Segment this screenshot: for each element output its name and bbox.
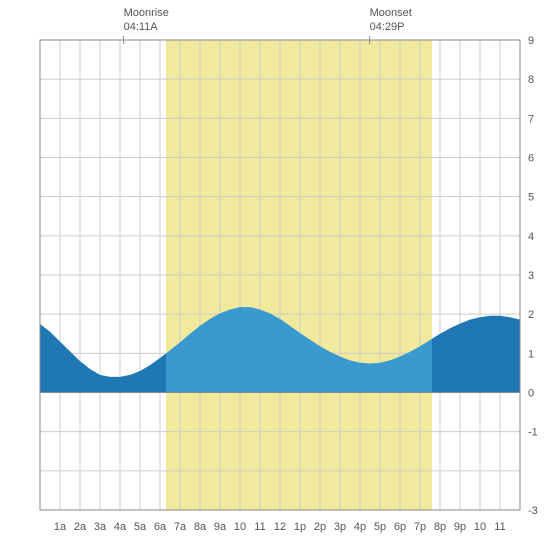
x-tick-label: 10 — [234, 521, 246, 533]
x-tick-label: 11 — [254, 521, 265, 533]
x-tick-label: 5p — [374, 521, 386, 533]
y-tick-label: 8 — [528, 74, 534, 86]
y-tick-label: 2 — [528, 309, 534, 321]
x-tick-label: 11 — [494, 521, 505, 533]
y-tick-label: 6 — [528, 153, 534, 165]
x-tick-label: 8a — [194, 521, 207, 533]
x-tick-label: 8p — [434, 521, 446, 533]
x-tick-label: 1a — [54, 521, 67, 533]
moonrise-time: 04:11A — [124, 21, 159, 33]
x-tick-label: 3p — [334, 521, 346, 533]
x-tick-label: 9a — [214, 521, 227, 533]
moonrise-label: Moonrise — [124, 7, 169, 19]
moonset-time: 04:29P — [370, 21, 405, 33]
x-tick-label: 9p — [454, 521, 466, 533]
x-tick-label: 6a — [154, 521, 167, 533]
x-tick-label: 4p — [354, 521, 366, 533]
chart-svg: -3-101234567891a2a3a4a5a6a7a8a9a1011121p… — [0, 0, 550, 550]
x-tick-label: 3a — [94, 521, 107, 533]
x-tick-label: 10 — [474, 521, 486, 533]
x-tick-label: 2a — [74, 521, 87, 533]
moonset-label: Moonset — [370, 7, 412, 19]
x-tick-label: 5a — [134, 521, 147, 533]
y-tick-label: 7 — [528, 113, 534, 125]
x-tick-label: 4a — [114, 521, 127, 533]
y-tick-label: -3 — [528, 505, 538, 517]
x-tick-label: 1p — [294, 521, 306, 533]
x-tick-label: 2p — [314, 521, 326, 533]
tide-chart: -3-101234567891a2a3a4a5a6a7a8a9a1011121p… — [0, 0, 550, 550]
x-tick-label: 12 — [274, 521, 286, 533]
x-tick-label: 7a — [174, 521, 187, 533]
y-tick-label: 3 — [528, 270, 534, 282]
x-tick-label: 6p — [394, 521, 406, 533]
y-tick-label: -1 — [528, 427, 538, 439]
y-tick-label: 4 — [528, 231, 534, 243]
y-tick-label: 5 — [528, 192, 534, 204]
y-tick-label: 0 — [528, 388, 534, 400]
y-tick-label: 9 — [528, 35, 534, 47]
y-tick-label: 1 — [528, 348, 534, 360]
x-tick-label: 7p — [414, 521, 426, 533]
